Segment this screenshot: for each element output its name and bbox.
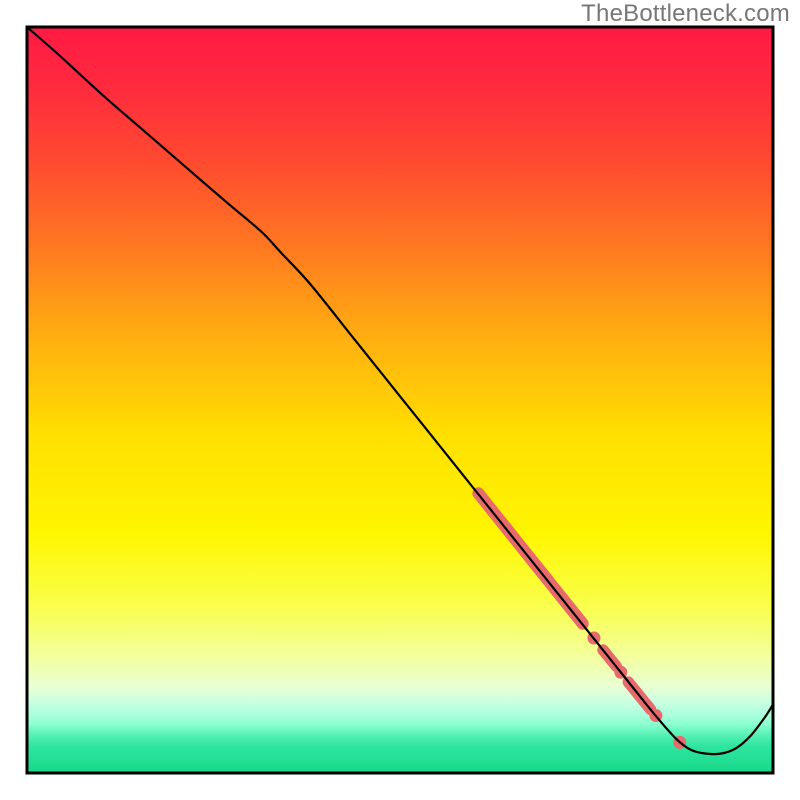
chart-stage: TheBottleneck.com (0, 0, 800, 800)
gradient-background (27, 27, 773, 773)
watermark-label: TheBottleneck.com (581, 0, 790, 28)
chart-svg (0, 0, 800, 800)
